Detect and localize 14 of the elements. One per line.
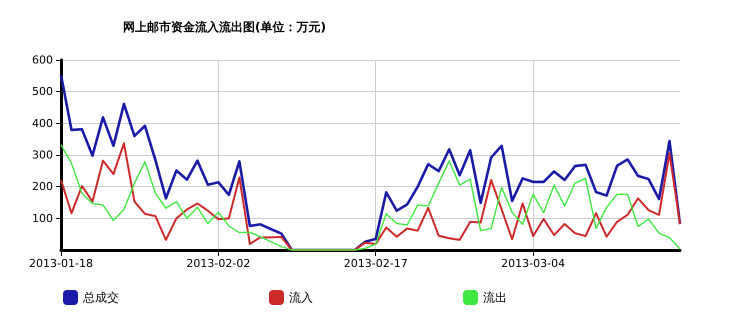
y-tick-label: 200 — [32, 180, 53, 194]
y-tick-label: 600 — [32, 54, 53, 66]
legend-label: 流出 — [483, 290, 507, 304]
x-tick-label: 2013-02-17 — [344, 257, 408, 270]
y-tick-label: 100 — [32, 212, 53, 225]
chart-title: 网上邮市资金流入流出图(单位：万元) — [123, 20, 326, 34]
legend-label: 总成交 — [82, 290, 119, 304]
legend-label: 流入 — [289, 290, 313, 304]
y-tick-label: 400 — [32, 116, 53, 130]
x-tick-label: 2013-01-18 — [29, 257, 93, 270]
x-tick-label: 2013-03-04 — [501, 257, 566, 270]
y-tick-label: 500 — [32, 85, 53, 98]
y-tick-label: 300 — [32, 148, 53, 162]
x-tick-label: 2013-02-02 — [186, 257, 250, 270]
